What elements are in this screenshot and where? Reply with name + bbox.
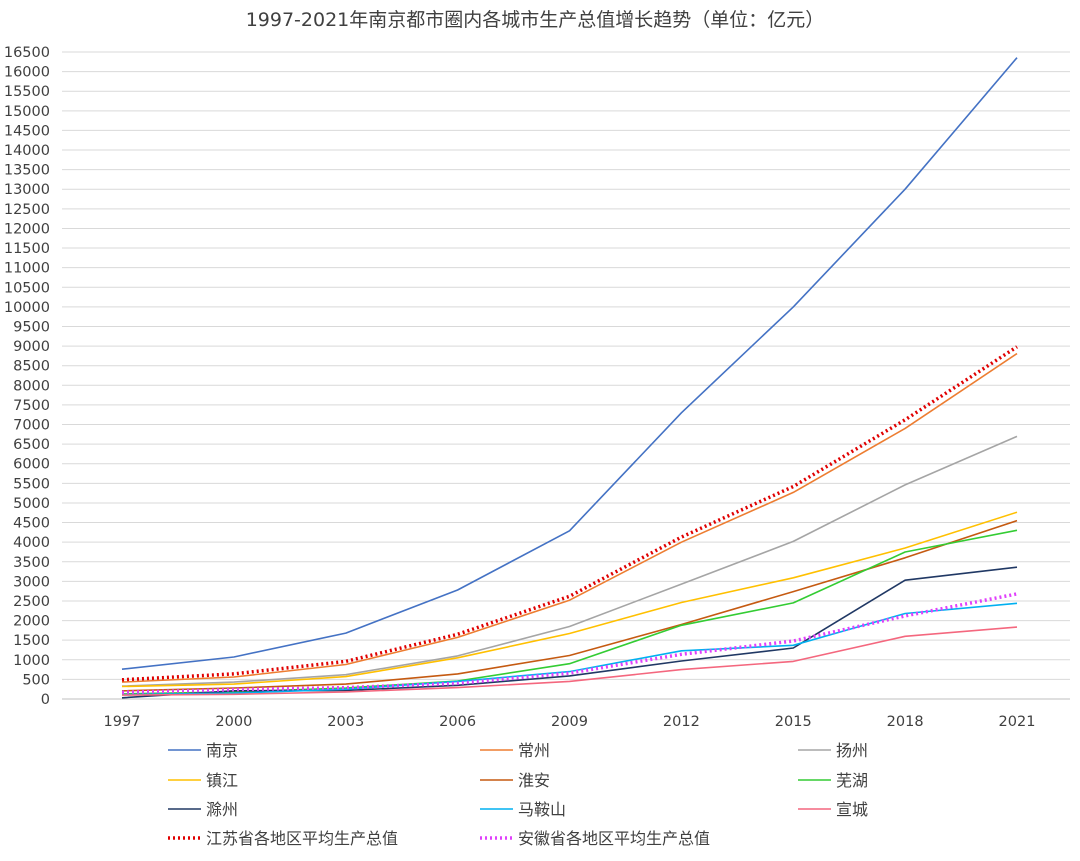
series-line <box>121 566 1018 699</box>
legend-label: 安徽省各地区平均生产总值 <box>518 829 710 848</box>
y-tick-label: 4500 <box>13 516 50 532</box>
x-tick-label: 2009 <box>551 714 588 730</box>
y-tick-label: 500 <box>22 672 50 688</box>
y-tick-label: 13500 <box>4 163 50 179</box>
x-tick-label: 2021 <box>999 714 1036 730</box>
series-line <box>121 352 1018 683</box>
x-tick-label: 2006 <box>439 714 476 730</box>
legend-label: 宣城 <box>836 800 868 819</box>
y-tick-label: 0 <box>41 692 50 708</box>
y-tick-label: 12000 <box>4 221 50 237</box>
legend-label: 镇江 <box>206 771 238 790</box>
chart-title: 1997-2021年南京都市圈内各城市生产总值增长趋势（单位：亿元） <box>246 9 825 31</box>
series-lines <box>121 57 1018 699</box>
series-line <box>121 626 1018 696</box>
legend-label: 马鞍山 <box>518 800 566 819</box>
y-tick-label: 8500 <box>13 359 50 375</box>
y-tick-label: 7500 <box>13 398 50 414</box>
y-tick-label: 5500 <box>13 476 50 492</box>
y-tick-label: 13000 <box>4 182 50 198</box>
y-tick-label: 14500 <box>4 123 50 139</box>
series-line <box>121 592 1018 695</box>
y-tick-label: 11500 <box>4 241 50 257</box>
x-tick-label: 2000 <box>215 714 252 730</box>
y-tick-label: 10500 <box>4 280 50 296</box>
y-tick-label: 2500 <box>13 594 50 610</box>
x-tick-label: 2012 <box>663 714 700 730</box>
series-line <box>121 57 1018 670</box>
y-tick-label: 1500 <box>13 633 50 649</box>
x-tick-label: 2018 <box>887 714 924 730</box>
y-tick-label: 9000 <box>13 339 50 355</box>
legend-label: 扬州 <box>836 741 868 760</box>
x-tick-label: 2003 <box>327 714 364 730</box>
y-tick-label: 2000 <box>13 614 50 630</box>
series-line <box>121 345 1018 682</box>
y-tick-label: 1000 <box>13 653 50 669</box>
y-tick-label: 4000 <box>13 535 50 551</box>
y-tick-label: 12500 <box>4 202 50 218</box>
y-tick-label: 3500 <box>13 555 50 571</box>
series-line <box>121 435 1018 687</box>
series-line <box>121 519 1018 692</box>
y-tick-label: 9500 <box>13 319 50 335</box>
y-tick-label: 7000 <box>13 418 50 434</box>
y-tick-label: 3000 <box>13 574 50 590</box>
y-tick-label: 16000 <box>4 65 50 81</box>
y-tick-label: 15000 <box>4 104 50 120</box>
series-line <box>121 511 1018 688</box>
x-tick-label: 2015 <box>775 714 812 730</box>
x-tick-label: 1997 <box>104 714 141 730</box>
y-tick-label: 8000 <box>13 378 50 394</box>
y-tick-label: 16500 <box>4 45 50 61</box>
legend-label: 淮安 <box>518 771 550 790</box>
y-tick-label: 11000 <box>4 261 50 277</box>
y-tick-label: 14000 <box>4 143 50 159</box>
y-tick-label: 10000 <box>4 300 50 316</box>
gridlines <box>62 51 1070 700</box>
legend-label: 滁州 <box>206 800 238 819</box>
y-tick-label: 6000 <box>13 457 50 473</box>
x-axis-ticks: 1997 2000 2003 2006 2009 2012 2015 2018 2021 <box>104 714 1036 730</box>
y-tick-label: 6500 <box>13 437 50 453</box>
y-axis-ticks: 0 500 1000 1500 2000 2500 3000 3500 4000 4500 5000… <box>4 45 50 708</box>
legend-label: 芜湖 <box>836 771 868 790</box>
y-tick-label: 15500 <box>4 84 50 100</box>
series-line <box>121 529 1018 695</box>
y-tick-label: 5000 <box>13 496 50 512</box>
legend-label: 江苏省各地区平均生产总值 <box>206 829 398 848</box>
legend-label: 南京 <box>206 741 238 760</box>
legend-label: 常州 <box>518 741 550 760</box>
